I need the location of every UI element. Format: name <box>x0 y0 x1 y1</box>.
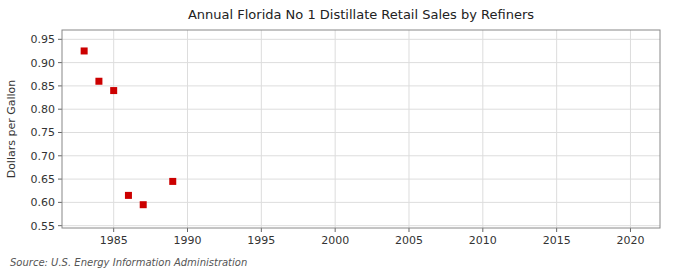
x-grid-line <box>187 30 188 228</box>
y-grid-line <box>62 109 660 110</box>
source: Source: U.S. Energy Information Administ… <box>10 257 247 268</box>
y-grid-line <box>62 39 660 40</box>
y-tick <box>58 225 62 226</box>
point <box>110 87 117 94</box>
y-tick-label: 0.95 <box>31 33 56 46</box>
x-tick <box>187 228 188 232</box>
x-tick-label: 2000 <box>321 234 349 247</box>
x-grid-line <box>482 30 483 228</box>
chart: 1985 1990 1995 2000 2005 2010 2015 2020 0.55 0.60… <box>0 0 675 275</box>
x-grid-line <box>630 30 631 228</box>
x-tick <box>482 228 483 232</box>
y-grid-line <box>62 225 660 226</box>
axes: 1985 1990 1995 2000 2005 2010 2015 2020 0.55 0.60… <box>31 30 661 247</box>
y-tick-label: 0.85 <box>31 80 56 93</box>
x-tick-label: 2020 <box>616 234 644 247</box>
x-tick <box>113 228 114 232</box>
y-tick-label: 0.70 <box>31 150 56 163</box>
x-tick <box>408 228 409 232</box>
x-tick <box>630 228 631 232</box>
y-tick-label: 0.65 <box>31 173 56 186</box>
x-tick-label: 2010 <box>469 234 497 247</box>
y-grid-line <box>62 132 660 133</box>
x-grid-line <box>335 30 336 228</box>
x-tick-label: 1995 <box>247 234 275 247</box>
points <box>81 47 177 208</box>
plot-frame <box>62 30 660 228</box>
y-tick-label: 0.80 <box>31 103 56 116</box>
x-tick <box>335 228 336 232</box>
x-tick <box>261 228 262 232</box>
x-tick-label: 1990 <box>174 234 202 247</box>
y-tick <box>58 179 62 180</box>
y-grid-line <box>62 202 660 203</box>
y-tick-label: 0.60 <box>31 196 56 209</box>
y-tick-label: 0.55 <box>31 220 56 233</box>
point <box>95 78 102 85</box>
y-tick <box>58 202 62 203</box>
x-grid-line <box>261 30 262 228</box>
x-tick <box>556 228 557 232</box>
y-tick <box>58 132 62 133</box>
x-grid-line <box>408 30 409 228</box>
title: Annual Florida No 1 Distillate Retail Sa… <box>188 7 534 22</box>
y-grid-line <box>62 179 660 180</box>
y-grid-line <box>62 85 660 86</box>
y-tick-label: 0.90 <box>31 57 56 70</box>
x-tick-label: 2015 <box>543 234 571 247</box>
y-axis-label: Dollars per Gallon <box>5 80 18 179</box>
x-tick-label: 2005 <box>395 234 423 247</box>
grid <box>62 30 660 228</box>
x-grid-line <box>113 30 114 228</box>
point <box>81 47 88 54</box>
y-tick <box>58 62 62 63</box>
x-grid-line <box>556 30 557 228</box>
x-tick-label: 1985 <box>100 234 128 247</box>
point <box>140 201 147 208</box>
y-grid-line <box>62 62 660 63</box>
y-tick <box>58 109 62 110</box>
y-tick-label: 0.75 <box>31 126 56 139</box>
y-grid-line <box>62 155 660 156</box>
y-tick <box>58 85 62 86</box>
y-tick <box>58 155 62 156</box>
point <box>169 178 176 185</box>
point <box>125 192 132 199</box>
y-tick <box>58 39 62 40</box>
